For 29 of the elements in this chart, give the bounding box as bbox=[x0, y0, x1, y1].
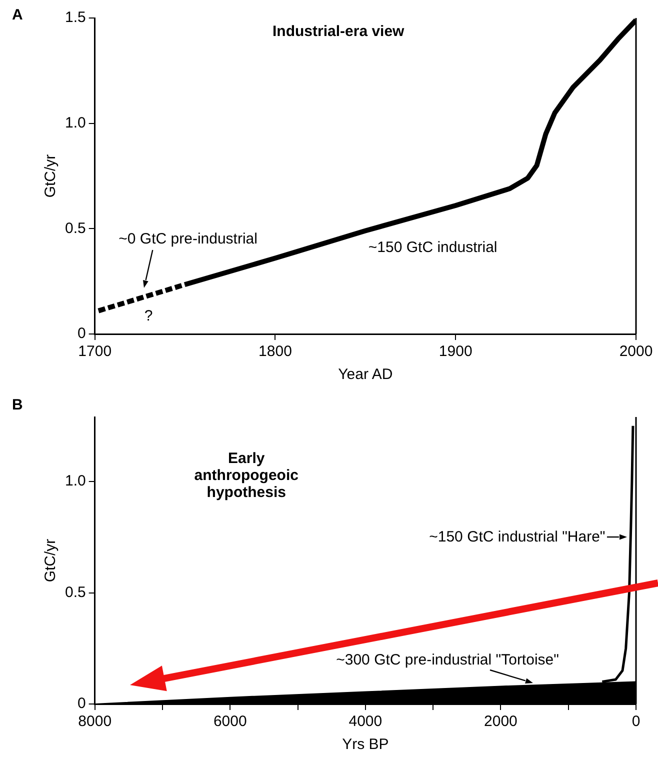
x-tick-label: 1800 bbox=[258, 343, 292, 360]
x-axis-title: Yrs BP bbox=[342, 736, 389, 754]
x-axis-title: Year AD bbox=[338, 366, 393, 384]
y-tick-label: 0 bbox=[78, 695, 86, 712]
x-tick-label: 6000 bbox=[213, 713, 247, 730]
x-tick-label: 4000 bbox=[348, 713, 382, 730]
text: Early anthropogeoic hypothesis bbox=[194, 450, 298, 502]
x-tick-label: 1700 bbox=[78, 343, 112, 360]
chart-title: Industrial-era view bbox=[272, 22, 405, 40]
y-axis-title: GtC/yr bbox=[42, 154, 60, 198]
x-tick-label: 1900 bbox=[438, 343, 472, 360]
annotation: ~150 GtC industrial "Hare" bbox=[429, 528, 606, 546]
annotation: ~300 GtC pre-industrial "Tortoise" bbox=[336, 651, 559, 668]
y-tick-label: 0.5 bbox=[64, 220, 86, 237]
y-tick-label: 0.5 bbox=[64, 584, 86, 601]
y-tick-label: 0 bbox=[78, 325, 86, 342]
y-tick-label: 1.0 bbox=[64, 114, 86, 132]
x-tick-label: 8000 bbox=[78, 713, 112, 730]
annotation: ~0 GtC pre-industrial bbox=[118, 230, 258, 248]
annotation: ? bbox=[144, 307, 153, 324]
y-tick-label: 1.5 bbox=[64, 9, 86, 26]
y-axis-title: GtC/yr bbox=[42, 538, 60, 582]
annotation: ~150 GtC industrial bbox=[368, 238, 498, 256]
text: A bbox=[12, 6, 23, 24]
x-tick-label: 2000 bbox=[484, 713, 518, 730]
text: B bbox=[12, 396, 23, 414]
y-tick-label: 1.0 bbox=[64, 472, 86, 490]
x-tick-label: 2000 bbox=[619, 343, 653, 360]
x-tick-label: 0 bbox=[632, 713, 640, 730]
